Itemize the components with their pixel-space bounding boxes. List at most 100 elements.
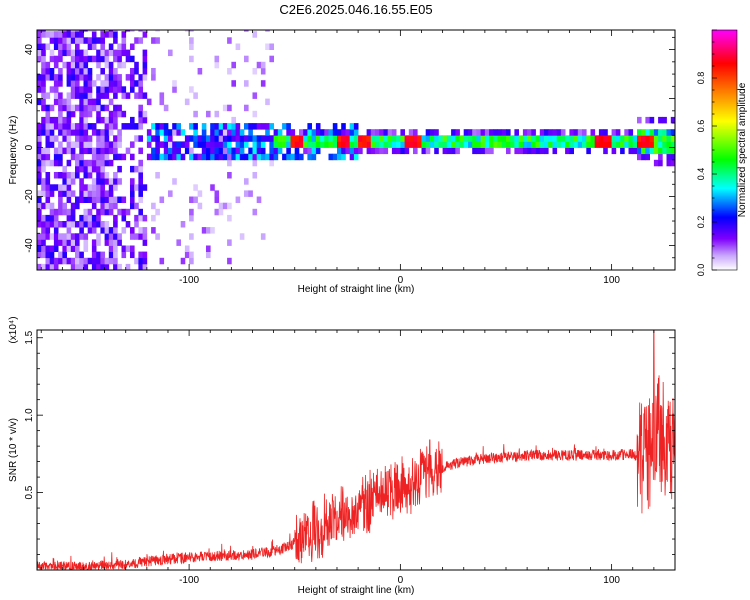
heatmap-cell bbox=[201, 135, 207, 142]
heatmap-cell bbox=[45, 172, 51, 179]
snr-y-label: SNR (10 * v/v) bbox=[8, 418, 19, 482]
heatmap-cell bbox=[45, 43, 51, 50]
heatmap-cell bbox=[670, 129, 675, 136]
heatmap-cell bbox=[108, 257, 114, 265]
heatmap-cell bbox=[45, 110, 51, 118]
heatmap-cell bbox=[590, 129, 596, 136]
heatmap-cell bbox=[70, 263, 76, 270]
heatmap-cell bbox=[45, 227, 51, 234]
heatmap-cell bbox=[96, 61, 101, 69]
heatmap-cell bbox=[79, 233, 84, 240]
heatmap-cell bbox=[53, 123, 59, 130]
heatmap-cell bbox=[75, 86, 80, 93]
heatmap-cell bbox=[168, 190, 173, 197]
heatmap-cell bbox=[248, 153, 253, 161]
heatmap-cell bbox=[96, 172, 101, 179]
heatmap-cell bbox=[235, 141, 241, 148]
heatmap-cell bbox=[641, 147, 646, 155]
heatmap-cell bbox=[79, 257, 84, 265]
y-tick-label: 20 bbox=[24, 93, 35, 105]
heatmap-cell bbox=[79, 153, 84, 161]
heatmap-cell bbox=[45, 233, 51, 240]
heatmap-cell bbox=[138, 172, 143, 179]
heatmap-cell bbox=[75, 80, 80, 87]
heatmap-cell bbox=[100, 153, 105, 161]
heatmap-cell bbox=[138, 30, 143, 32]
heatmap-cell bbox=[58, 184, 63, 191]
heatmap-cell bbox=[222, 147, 228, 155]
heatmap-cell bbox=[484, 129, 490, 136]
heatmap-cell bbox=[142, 61, 148, 69]
heatmap-cell bbox=[66, 196, 72, 203]
heatmap-cell bbox=[45, 190, 51, 197]
heatmap-cell bbox=[315, 147, 321, 155]
heatmap-cell bbox=[100, 116, 105, 124]
heatmap-cell bbox=[138, 74, 143, 81]
heatmap-cell bbox=[96, 49, 101, 57]
heatmap-cell bbox=[83, 123, 89, 130]
heatmap-cell bbox=[108, 202, 114, 210]
heatmap-cell bbox=[345, 147, 350, 155]
heatmap-cell bbox=[104, 55, 110, 63]
heatmap-cell bbox=[459, 135, 465, 142]
heatmap-cell bbox=[244, 55, 249, 63]
heatmap-cell bbox=[514, 129, 519, 136]
heatmap-cell bbox=[214, 153, 220, 161]
heatmap-cell bbox=[277, 135, 283, 142]
heatmap-cell bbox=[53, 221, 59, 228]
heatmap-cell bbox=[303, 135, 308, 142]
heatmap-cell bbox=[62, 233, 67, 240]
heatmap-cell bbox=[134, 233, 139, 240]
heatmap-cell bbox=[66, 178, 72, 185]
heatmap-cell bbox=[58, 202, 63, 210]
heatmap-cell bbox=[87, 214, 93, 222]
heatmap-cell bbox=[79, 251, 84, 259]
x-tick-label: 0 bbox=[398, 575, 404, 586]
heatmap-cell bbox=[260, 135, 266, 142]
colorbar-tick-label: 0.4 bbox=[696, 168, 706, 181]
heatmap-cell bbox=[468, 129, 473, 136]
heatmap-cell bbox=[79, 227, 84, 234]
heatmap-cell bbox=[218, 208, 224, 216]
heatmap-cell bbox=[75, 49, 80, 57]
heatmap-cell bbox=[391, 129, 397, 136]
heatmap-cell bbox=[353, 153, 359, 161]
heatmap-cell bbox=[75, 92, 80, 99]
heatmap-cell bbox=[244, 135, 249, 142]
heatmap-cell bbox=[658, 141, 663, 148]
heatmap-cell bbox=[189, 208, 194, 216]
heatmap-cell bbox=[560, 135, 566, 142]
heatmap-cell bbox=[75, 37, 80, 44]
heatmap-cell bbox=[70, 178, 76, 185]
heatmap-cell bbox=[70, 30, 76, 32]
heatmap-cell bbox=[573, 141, 579, 148]
heatmap-cell bbox=[375, 147, 380, 155]
heatmap-cell bbox=[227, 239, 232, 246]
heatmap-cell bbox=[130, 123, 135, 130]
heatmap-cell bbox=[260, 80, 266, 87]
heatmap-cell bbox=[121, 214, 127, 222]
heatmap-cell bbox=[70, 239, 76, 246]
heatmap-cell bbox=[113, 251, 118, 259]
heatmap-cell bbox=[480, 147, 486, 155]
heatmap-cell bbox=[49, 135, 55, 142]
heatmap-cell bbox=[100, 30, 105, 32]
heatmap-cell bbox=[138, 257, 143, 265]
heatmap-cell bbox=[45, 116, 51, 124]
heatmap-cell bbox=[96, 116, 101, 124]
heatmap-cell bbox=[96, 92, 101, 99]
heatmap-cell bbox=[231, 129, 236, 136]
heatmap-cell bbox=[130, 165, 135, 173]
heatmap-cell bbox=[341, 141, 346, 148]
heatmap-cell bbox=[121, 92, 127, 99]
heatmap-cell bbox=[104, 239, 110, 246]
heatmap-cell bbox=[130, 30, 135, 32]
heatmap-cell bbox=[252, 110, 258, 118]
heatmap-cell bbox=[206, 245, 211, 252]
heatmap-cell bbox=[87, 43, 93, 50]
heatmap-cell bbox=[62, 135, 67, 142]
heatmap-cell bbox=[434, 135, 439, 142]
heatmap-cell bbox=[138, 214, 143, 222]
heatmap-cell bbox=[41, 30, 46, 32]
heatmap-cell bbox=[83, 98, 89, 106]
